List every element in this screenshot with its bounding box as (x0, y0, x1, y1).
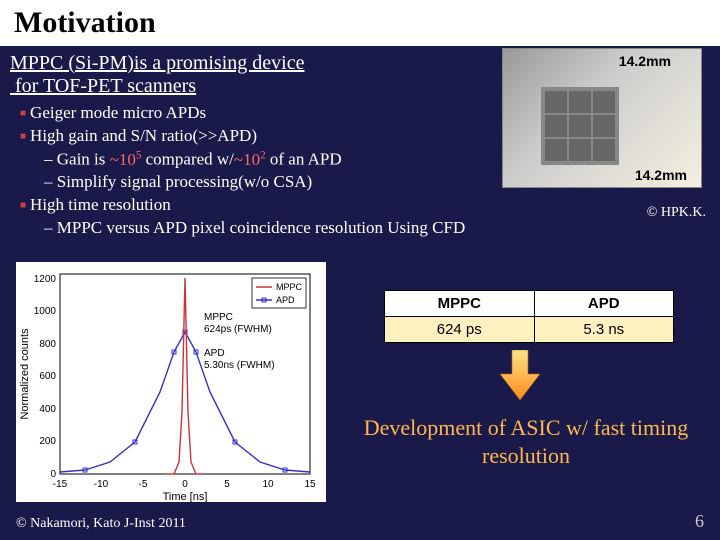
device-photo: 14.2mm 14.2mm (502, 48, 702, 188)
svg-text:624ps (FWHM): 624ps (FWHM) (204, 324, 272, 335)
bullet-3: High time resolution (20, 194, 706, 217)
svg-text:10: 10 (262, 479, 274, 490)
svg-text:MPPC: MPPC (204, 312, 233, 323)
svg-text:400: 400 (39, 404, 56, 415)
svg-text:5: 5 (224, 479, 230, 490)
table-value-mppc: 624 ps (385, 317, 535, 343)
chart-svg: -15 -10 -5 0 5 10 15 0 200 400 600 800 1000 1200 T… (16, 262, 326, 502)
svg-text:MPPC: MPPC (276, 282, 303, 292)
comparison-table: MPPC APD 624 ps 5.3 ns (384, 290, 674, 343)
table-value-apd: 5.3 ns (534, 317, 673, 343)
svg-text:-10: -10 (94, 479, 109, 490)
footer-citation: © Nakamori, Kato J-Inst 2011 (16, 516, 186, 532)
coincidence-chart: -15 -10 -5 0 5 10 15 0 200 400 600 800 1000 1200 T… (16, 262, 326, 502)
chart-ylabel: Normalized counts (19, 328, 31, 420)
table-header-apd: APD (534, 291, 673, 317)
svg-text:600: 600 (39, 371, 56, 382)
svg-text:1000: 1000 (34, 306, 57, 317)
photo-credit: © HPK.K. (647, 205, 706, 221)
slide-title: Motivation (0, 0, 720, 46)
svg-text:APD: APD (204, 348, 225, 359)
svg-text:15: 15 (304, 479, 316, 490)
svg-text:-5: -5 (139, 479, 148, 490)
arrow-down-icon (500, 350, 540, 400)
svg-text:200: 200 (39, 436, 56, 447)
svg-text:5.30ns (FWHM): 5.30ns (FWHM) (204, 360, 275, 371)
bullet-3a: – MPPC versus APD pixel coincidence reso… (20, 217, 706, 240)
photo-label-bottom: 14.2mm (635, 167, 687, 183)
svg-text:0: 0 (50, 469, 56, 480)
chart-xlabel: Time [ns] (163, 491, 208, 502)
chip-icon (541, 87, 619, 165)
photo-label-top: 14.2mm (619, 53, 671, 69)
svg-text:800: 800 (39, 339, 56, 350)
svg-text:-15: -15 (53, 479, 68, 490)
page-number: 6 (695, 511, 704, 532)
subtitle-line1: MPPC (Si-PM)is a promising device (10, 52, 304, 74)
development-text: Development of ASIC w/ fast timing resol… (356, 414, 696, 469)
subtitle-line2: for TOF-PET scanners (10, 75, 196, 97)
table-header-mppc: MPPC (385, 291, 535, 317)
svg-text:APD: APD (276, 295, 295, 305)
svg-text:0: 0 (182, 479, 188, 490)
svg-text:1200: 1200 (34, 274, 57, 285)
